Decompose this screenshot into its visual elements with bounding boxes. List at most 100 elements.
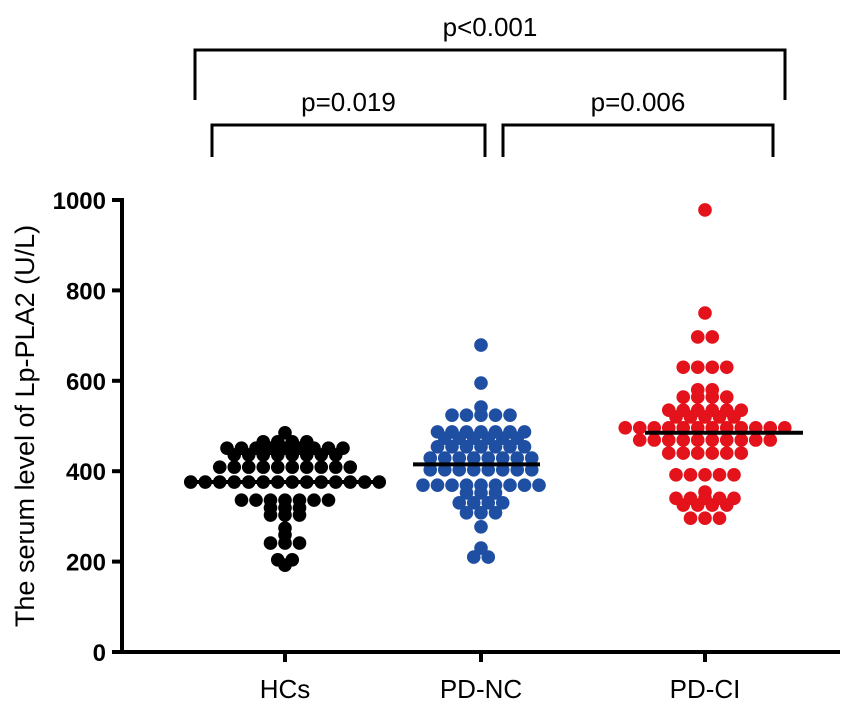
data-point (763, 433, 778, 447)
data-point (307, 493, 321, 507)
y-tick-label: 1000 (53, 188, 106, 215)
data-point (719, 403, 734, 417)
data-point (452, 496, 467, 510)
data-point (510, 451, 525, 465)
data-point (241, 460, 256, 474)
data-point (734, 446, 749, 460)
data-point (278, 521, 292, 535)
data-point (683, 511, 698, 526)
p-value-label: p=0.006 (591, 87, 686, 117)
data-point (618, 421, 633, 435)
data-point (474, 541, 488, 555)
data-point (263, 536, 278, 550)
data-point (719, 360, 734, 375)
data-point (459, 478, 474, 493)
data-point (466, 550, 481, 564)
data-point (372, 475, 387, 489)
significance-bracket (193, 48, 787, 100)
data-point (524, 463, 539, 477)
data-point (698, 203, 712, 217)
data-point (474, 425, 488, 439)
data-point (524, 451, 539, 465)
data-point (481, 550, 496, 564)
data-point (416, 478, 430, 493)
data-point (270, 552, 285, 567)
data-point (698, 468, 712, 482)
data-point (299, 435, 314, 449)
significance-bracket (210, 123, 487, 157)
data-point (445, 478, 459, 493)
significance-bracket (501, 123, 775, 157)
data-point (452, 451, 467, 465)
y-tick-label: 200 (66, 550, 106, 577)
data-point (474, 376, 488, 390)
data-point (437, 463, 452, 477)
data-point (212, 460, 227, 474)
data-point (705, 330, 720, 344)
data-point (727, 468, 741, 482)
data-point (423, 463, 438, 477)
data-point (690, 360, 705, 375)
y-tick-label: 800 (66, 278, 106, 305)
data-point (459, 408, 474, 422)
data-point (712, 491, 727, 506)
data-point (698, 485, 712, 499)
data-point (445, 408, 459, 422)
data-point (712, 468, 727, 482)
data-point (698, 306, 712, 320)
data-point (734, 433, 749, 447)
data-point (690, 433, 705, 447)
data-point (488, 408, 503, 422)
data-point (690, 403, 705, 417)
data-point (719, 446, 734, 460)
data-point (481, 451, 496, 465)
data-point (474, 519, 488, 534)
data-point (661, 446, 676, 460)
data-point (227, 460, 242, 474)
data-point (285, 435, 300, 449)
data-point (256, 435, 271, 449)
data-point (669, 491, 683, 506)
data-point (705, 383, 720, 397)
data-point (661, 403, 676, 417)
x-tick-label: PD-CI (670, 674, 741, 704)
data-point (503, 425, 517, 439)
data-point (474, 338, 488, 352)
data-point (690, 383, 705, 397)
data-point (292, 536, 307, 550)
data-point (705, 446, 720, 460)
data-point (466, 451, 481, 465)
p-value-label: p<0.001 (443, 12, 538, 42)
data-point (683, 468, 698, 482)
data-point (234, 441, 249, 455)
data-point (474, 478, 488, 493)
data-point (705, 403, 720, 417)
data-point (676, 446, 691, 460)
data-point (698, 511, 712, 526)
data-point (270, 460, 285, 474)
data-point (676, 403, 691, 417)
data-point (719, 390, 734, 404)
y-tick-label: 600 (66, 369, 106, 396)
data-point (445, 425, 459, 439)
y-axis-label: The serum level of Lp-PLA2 (U/L) (10, 225, 40, 627)
x-tick-label: HCs (260, 674, 311, 704)
data-point (278, 425, 292, 440)
data-point (647, 433, 662, 447)
data-point (234, 493, 249, 507)
data-point (285, 460, 300, 474)
data-point (705, 433, 720, 447)
data-point (495, 451, 510, 465)
data-point (712, 511, 727, 526)
data-point (430, 425, 445, 439)
data-point (437, 451, 452, 465)
data-point (488, 505, 503, 520)
data-point (748, 433, 763, 447)
data-point (488, 425, 503, 439)
data-point (734, 403, 749, 417)
y-tick-label: 0 (93, 640, 106, 667)
data-point (459, 425, 474, 439)
data-point (466, 463, 481, 477)
data-point (727, 491, 741, 506)
